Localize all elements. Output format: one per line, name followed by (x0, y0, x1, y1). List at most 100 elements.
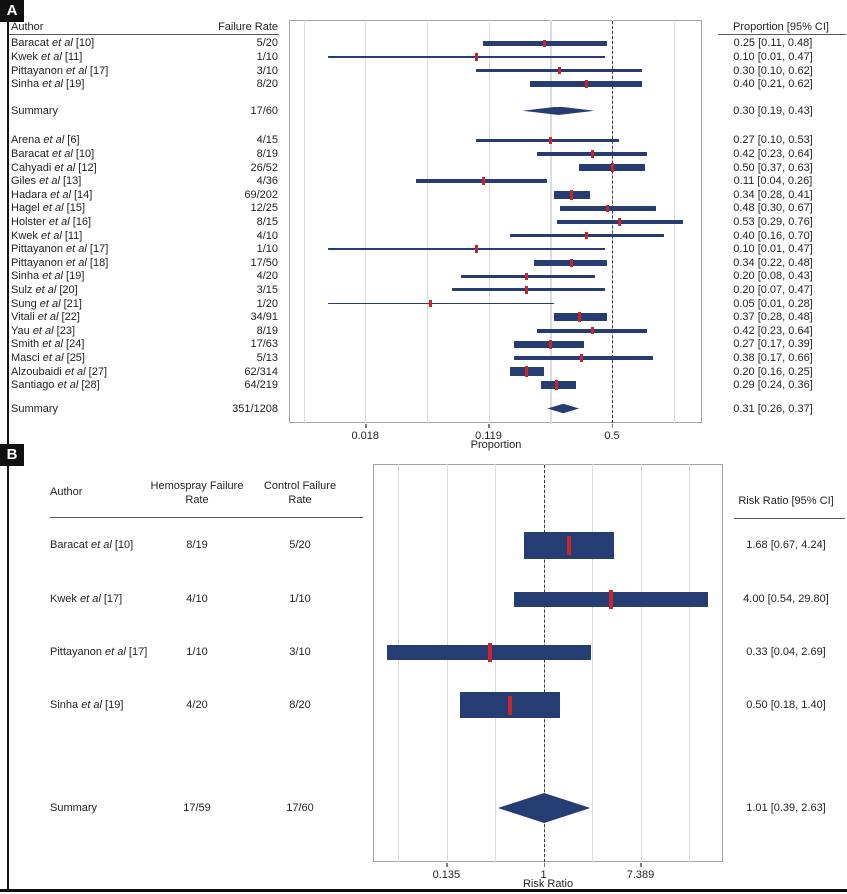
failure-rate-cell: 17/63 (250, 338, 278, 351)
point-estimate-marker (549, 136, 553, 145)
point-estimate-marker (524, 366, 528, 377)
x-tick-label: 0.119 (475, 430, 502, 442)
effect-estimate-cell: 0.48 [0.30, 0.67] (733, 202, 813, 215)
summary-effect-cell: 0.31 [0.26, 0.37] (733, 402, 813, 415)
panel-a-author-column-header: Author (11, 21, 44, 33)
panel-b-x-axis-label: Risk Ratio (522, 878, 574, 890)
author-cell: Kwek et al [11] (11, 50, 83, 63)
control-rate-cell: 3/10 (289, 646, 311, 658)
effect-estimate-cell: 0.37 [0.28, 0.48] (733, 311, 813, 324)
effect-estimate-cell: 0.38 [0.17, 0.66] (733, 351, 813, 364)
effect-estimate-cell: 0.40 [0.16, 0.70] (733, 229, 813, 242)
point-estimate-marker (605, 204, 609, 213)
effect-estimate-cell: 0.27 [0.10, 0.53] (733, 134, 813, 147)
control-rate-cell: 8/20 (289, 699, 311, 711)
ci-bar (452, 288, 605, 292)
x-tick-mark (488, 424, 490, 428)
panel-a-x-axis-label: Proportion (470, 439, 522, 451)
point-estimate-marker (590, 326, 594, 335)
summary-effect-cell: 0.30 [0.19, 0.43] (733, 104, 813, 117)
point-estimate-marker (524, 286, 528, 294)
effect-estimate-cell: 0.10 [0.01, 0.47] (733, 50, 813, 63)
author-cell: Holster et al [16] (11, 215, 92, 228)
point-estimate-marker (590, 150, 594, 158)
hemospray-rate-cell: 4/10 (186, 593, 208, 605)
failure-rate-cell: 26/52 (250, 161, 278, 174)
point-estimate-marker (566, 535, 571, 555)
point-estimate-marker (569, 258, 573, 267)
author-cell: Hagel et al [15] (11, 202, 85, 215)
author-cell: Baracat et al [10] (50, 539, 134, 551)
point-estimate-marker (487, 642, 492, 662)
ci-bar (540, 380, 577, 390)
effect-estimate-cell: 0.34 [0.28, 0.41] (733, 188, 813, 201)
summary-diamond (547, 403, 580, 414)
failure-rate-cell: 64/219 (244, 379, 278, 392)
summary-control-cell: 17/60 (286, 802, 314, 814)
effect-estimate-cell: 0.34 [0.22, 0.48] (733, 256, 813, 269)
gridline (488, 20, 490, 424)
failure-rate-cell: 69/202 (244, 188, 278, 201)
x-tick-mark (612, 424, 614, 428)
author-cell: Sung et al [21] (11, 297, 82, 310)
panel-a-badge: A (0, 0, 24, 22)
failure-rate-cell: 62/314 (244, 365, 278, 378)
summary-author-cell: Summary (11, 104, 59, 117)
x-tick-label: 0.5 (604, 430, 620, 442)
hemospray-rate-cell: 8/19 (186, 539, 208, 551)
figure-bottom-border (0, 889, 847, 892)
point-estimate-marker (580, 354, 584, 362)
panel-b-hemospray-column-header: Hemospray Failure Rate (150, 480, 244, 506)
gridline (398, 464, 400, 863)
failure-rate-cell: 34/91 (250, 311, 278, 324)
gridline (495, 464, 497, 863)
point-estimate-marker (569, 189, 573, 200)
point-estimate-marker (428, 299, 432, 308)
failure-rate-cell: 8/19 (256, 324, 278, 337)
author-cell: Pittayanon et al [18] (11, 256, 109, 269)
failure-rate-cell: 5/20 (256, 37, 278, 50)
summary-diamond (522, 106, 595, 116)
point-estimate-marker (549, 340, 553, 349)
failure-rate-cell: 4/20 (256, 270, 278, 283)
author-cell: Vitali et al [22] (11, 311, 80, 324)
effect-estimate-cell: 0.20 [0.08, 0.43] (733, 270, 813, 283)
panel-a-table-header-underline (9, 33, 279, 35)
ci-bar (328, 248, 605, 250)
effect-estimate-cell: 0.05 [0.01, 0.28] (733, 297, 813, 310)
summary-author-cell: Summary (50, 802, 98, 814)
author-cell: Kwek et al [17] (50, 593, 123, 605)
failure-rate-cell: 4/10 (256, 229, 278, 242)
x-tick-label: 0.018 (351, 430, 379, 442)
ci-bar (328, 302, 554, 305)
failure-rate-cell: 4/36 (256, 175, 278, 188)
author-cell: Cahyadi et al [12] (11, 161, 97, 174)
failure-rate-cell: 12/25 (250, 202, 278, 215)
gridline (446, 464, 448, 863)
control-rate-cell: 1/10 (289, 593, 311, 605)
panel-b-effect-column-header: Risk Ratio [95% CI] (738, 495, 834, 507)
point-estimate-marker (524, 272, 528, 281)
failure-rate-cell: 8/15 (256, 215, 278, 228)
effect-estimate-cell: 0.42 [0.23, 0.64] (733, 324, 813, 337)
gridline (550, 20, 552, 424)
author-cell: Giles et al [13] (11, 175, 82, 188)
point-estimate-marker (481, 177, 485, 185)
author-cell: Hadara et al [14] (11, 188, 93, 201)
point-estimate-marker (474, 245, 478, 253)
author-cell: Sinha et al [19] (11, 270, 85, 283)
effect-estimate-cell: 1.68 [0.67, 4.24] (746, 539, 826, 551)
x-tick-mark (446, 863, 448, 867)
point-estimate-marker (610, 162, 614, 173)
effect-estimate-cell: 0.27 [0.17, 0.39] (733, 338, 813, 351)
failure-rate-cell: 3/15 (256, 283, 278, 296)
reference-line (543, 465, 545, 862)
point-estimate-marker (555, 379, 559, 391)
x-tick-label: 7.389 (626, 869, 655, 881)
point-estimate-marker (585, 79, 589, 89)
failure-rate-cell: 1/10 (256, 50, 278, 63)
panel-a-effect-column-header: Proportion [95% CI] (733, 21, 829, 33)
gridline (365, 20, 367, 424)
summary-effect-cell: 1.01 [0.39, 2.63] (746, 802, 826, 814)
